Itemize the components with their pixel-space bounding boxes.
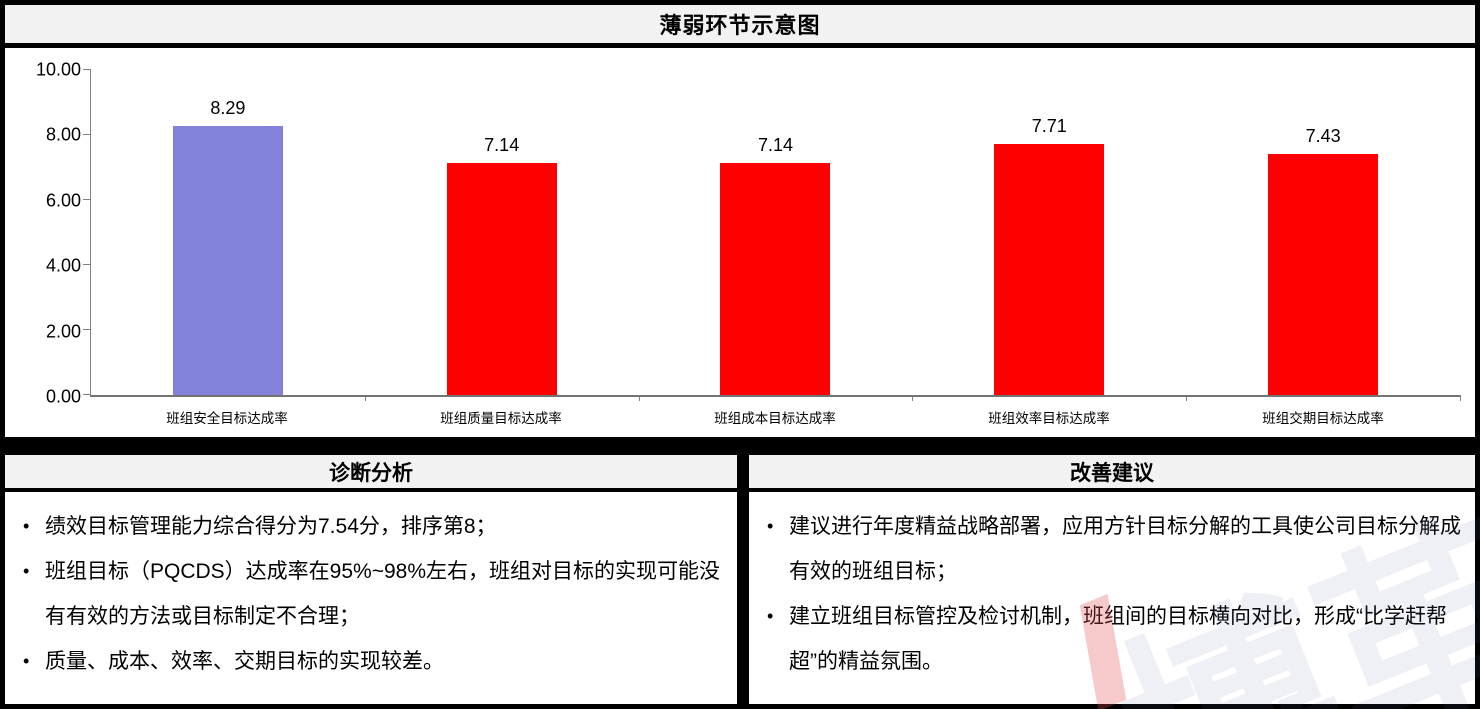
- bullet-item: 绩效目标管理能力综合得分为7.54分，排序第8；: [13, 504, 723, 549]
- bar-slot: 7.43: [1186, 70, 1460, 395]
- y-tick-mark: [83, 69, 91, 70]
- bar-value-label: 7.14: [757, 134, 794, 155]
- bar: [720, 162, 831, 395]
- x-axis-category-label: 班组交期目标达成率: [1262, 411, 1384, 426]
- y-tick-label: 8.00: [45, 124, 81, 145]
- y-tick-label: 4.00: [45, 255, 81, 276]
- chart-title: 薄弱环节示意图: [659, 13, 821, 38]
- bar-value-label: 7.71: [1031, 116, 1067, 137]
- bar-slot: 7.71: [912, 70, 1186, 395]
- suggestions-bullet-list: 建议进行年度精益战略部署，应用方针目标分解的工具使公司目标分解成有效的班组目标；…: [757, 504, 1461, 684]
- x-tick-mark: [364, 395, 366, 401]
- bar: [172, 125, 283, 395]
- y-tick-label: 6.00: [45, 190, 81, 211]
- bar: [446, 162, 557, 395]
- bars-layer: 8.29 7.14 7.14 7.71 7.43: [91, 70, 1460, 395]
- x-tick-mark: [912, 395, 914, 401]
- diagnosis-panel-header: 诊断分析: [5, 455, 737, 492]
- bar-value-label: 7.43: [1305, 125, 1341, 146]
- bar-slot: 8.29: [91, 70, 365, 395]
- bullet-item: 班组目标（PQCDS）达成率在95%~98%左右，班组对目标的实现可能没有有效的…: [13, 549, 723, 639]
- y-tick-label: 10.00: [35, 59, 81, 80]
- bullet-item: 建立班组目标管控及检讨机制，班组间的目标横向对比，形成“比学赶帮超”的精益氛围。: [757, 594, 1461, 684]
- x-tick-mark: [1186, 395, 1188, 401]
- bar-slot: 7.14: [639, 70, 913, 395]
- y-tick-label: 0.00: [45, 386, 81, 407]
- y-tick-mark: [83, 264, 91, 265]
- y-tick-mark: [83, 134, 91, 135]
- x-axis-category-label: 班组效率目标达成率: [988, 411, 1110, 426]
- y-tick-label: 2.00: [45, 321, 81, 342]
- suggestions-panel-body: 建议进行年度精益战略部署，应用方针目标分解的工具使公司目标分解成有效的班组目标；…: [749, 492, 1475, 684]
- bar-value-label: 7.14: [484, 134, 520, 155]
- y-axis-labels: 0.00 2.00 4.00 6.00 8.00 10.00: [5, 60, 81, 407]
- diagnosis-bullet-list: 绩效目标管理能力综合得分为7.54分，排序第8；班组目标（PQCDS）达成率在9…: [13, 504, 723, 684]
- bar: [994, 144, 1105, 395]
- diagnosis-panel: 诊断分析 绩效目标管理能力综合得分为7.54分，排序第8；班组目标（PQCDS）…: [5, 455, 737, 704]
- bullet-item: 质量、成本、效率、交期目标的实现较差。: [13, 639, 723, 684]
- x-tick-mark: [638, 395, 640, 401]
- x-axis-labels: 班组安全目标达成率 班组质量目标达成率 班组成本目标达成率 班组效率目标达成率 班组交期…: [90, 407, 1460, 427]
- diagnosis-panel-title: 诊断分析: [329, 461, 413, 485]
- bullet-item: 建议进行年度精益战略部署，应用方针目标分解的工具使公司目标分解成有效的班组目标；: [757, 504, 1461, 594]
- bar-value-label: 8.29: [210, 97, 246, 118]
- x-tick-mark: [1460, 395, 1461, 401]
- chart-title-bar: 薄弱环节示意图: [5, 5, 1475, 43]
- x-axis-category-label: 班组成本目标达成率: [714, 411, 836, 426]
- bar: [1268, 153, 1379, 395]
- bar-chart: 0.00 2.00 4.00 6.00 8.00 10.00 8.29 7.14 7.14 7.…: [5, 48, 1475, 437]
- y-tick-mark: [83, 329, 91, 330]
- x-axis-category-label: 班组安全目标达成率: [166, 411, 288, 426]
- x-axis-category-label: 班组质量目标达成率: [440, 411, 562, 426]
- y-tick-mark: [83, 394, 91, 395]
- y-tick-mark: [83, 199, 91, 200]
- plot-area: 8.29 7.14 7.14 7.71 7.43: [83, 69, 1461, 401]
- suggestions-panel-title: 改善建议: [1070, 461, 1154, 485]
- bar-slot: 7.14: [365, 70, 639, 395]
- diagnosis-panel-body: 绩效目标管理能力综合得分为7.54分，排序第8；班组目标（PQCDS）达成率在9…: [5, 492, 737, 684]
- suggestions-panel: 改善建议 建议进行年度精益战略部署，应用方针目标分解的工具使公司目标分解成有效的…: [749, 455, 1475, 704]
- suggestions-panel-header: 改善建议: [749, 455, 1475, 492]
